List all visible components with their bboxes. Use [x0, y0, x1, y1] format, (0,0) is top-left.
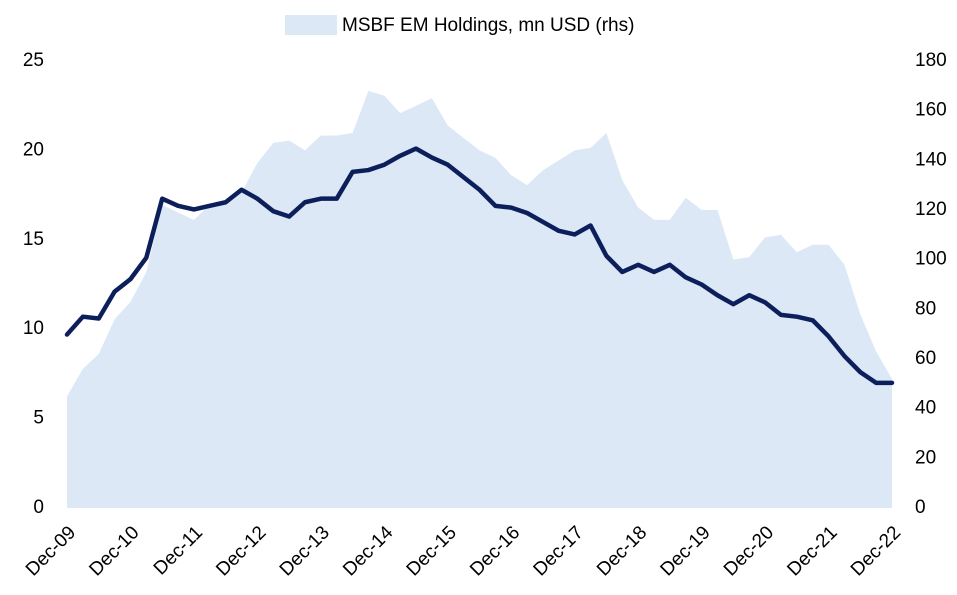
x-tick-label: Dec-12	[212, 522, 270, 580]
y-tick-label: 15	[23, 229, 44, 250]
y2-tick-label: 40	[915, 398, 936, 419]
x-tick-label: Dec-09	[22, 522, 80, 580]
line	[64, 146, 895, 386]
y2-tick-label: 20	[915, 447, 936, 468]
x-tick-label: Dec-13	[276, 522, 334, 580]
y2-tick-label: 100	[915, 249, 947, 270]
legend: MSBF EM Holdings, mn USD (rhs)	[285, 15, 634, 36]
y2-tick-label: 0	[915, 497, 926, 518]
x-tick-label: Dec-22	[847, 522, 905, 580]
legend-swatch	[285, 15, 337, 35]
x-tick-label: Dec-11	[150, 522, 207, 579]
y-tick-label: 0	[33, 497, 44, 518]
x-tick-label: Dec-20	[720, 522, 778, 580]
y2-tick-label: 60	[915, 348, 936, 369]
x-tick-label: Dec-15	[403, 522, 461, 580]
y-tick-label: 10	[23, 318, 44, 339]
y-tick-label: 5	[33, 408, 44, 429]
x-tick-label: Dec-14	[339, 522, 397, 580]
y2-tick-label: 180	[915, 50, 947, 71]
y-tick-label: 25	[23, 50, 44, 71]
area	[67, 90, 892, 509]
x-tick-label: Dec-21	[783, 522, 841, 580]
y2-tick-label: 120	[915, 199, 947, 220]
x-tick-label: Dec-18	[593, 522, 651, 580]
x-tick-label: Dec-16	[466, 522, 524, 580]
x-tick-label: Dec-10	[85, 522, 143, 580]
plot-area	[64, 90, 895, 509]
legend-label: MSBF EM Holdings, mn USD (rhs)	[342, 15, 634, 36]
x-tick-label: Dec-17	[530, 522, 588, 580]
y2-tick-label: 80	[915, 298, 936, 319]
x-tick-label: Dec-19	[657, 522, 715, 580]
y2-tick-label: 160	[915, 100, 947, 121]
y2-tick-label: 140	[915, 149, 947, 170]
y-tick-label: 20	[23, 139, 44, 160]
